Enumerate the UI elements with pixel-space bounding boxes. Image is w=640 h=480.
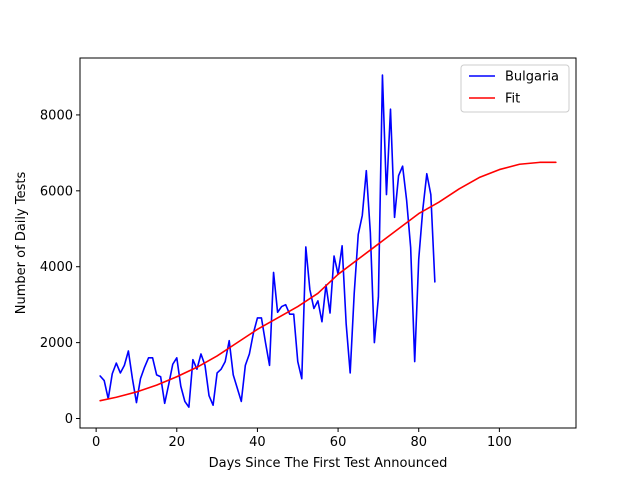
y-axis-label: Number of Daily Tests bbox=[14, 172, 29, 315]
x-tick-label: 100 bbox=[487, 435, 512, 450]
x-axis: 0 20 40 60 80 100 bbox=[92, 428, 512, 450]
plot-frame bbox=[79, 57, 577, 429]
series-line-fit bbox=[99, 161, 557, 402]
y-tick-label: 0 bbox=[65, 412, 73, 427]
series-line-bulgaria bbox=[99, 74, 436, 408]
legend-label: Fit bbox=[505, 92, 520, 107]
legend: Bulgaria Fit bbox=[460, 64, 570, 113]
x-tick-label: 60 bbox=[330, 435, 347, 450]
y-axis: 0 2000 4000 6000 8000 bbox=[40, 108, 80, 427]
y-tick-label: 8000 bbox=[40, 108, 73, 123]
legend-label: Bulgaria bbox=[505, 70, 559, 85]
x-tick-label: 80 bbox=[410, 435, 427, 450]
y-tick-label: 4000 bbox=[40, 260, 73, 275]
y-tick-label: 2000 bbox=[40, 336, 73, 351]
x-tick-label: 0 bbox=[92, 435, 100, 450]
x-tick-label: 20 bbox=[169, 435, 186, 450]
y-tick-label: 6000 bbox=[40, 184, 73, 199]
x-tick-label: 40 bbox=[249, 435, 266, 450]
x-axis-label: Days Since The First Test Announced bbox=[209, 456, 448, 471]
plot-lines bbox=[99, 74, 557, 408]
